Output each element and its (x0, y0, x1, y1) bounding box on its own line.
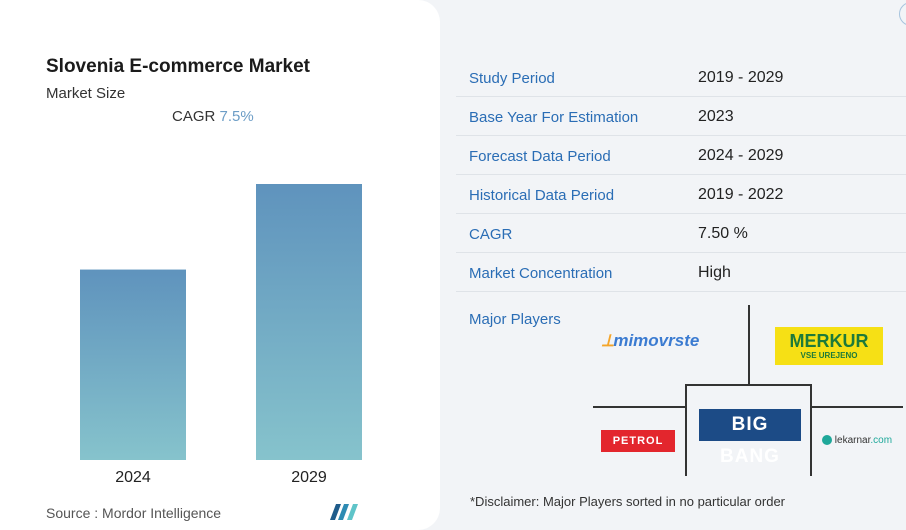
detail-key: Forecast Data Period (469, 148, 611, 165)
chart-title: Slovenia E-commerce Market (46, 56, 311, 77)
detail-row: Market Concentration High (456, 253, 906, 292)
bigbang-logo: BIG BANG (699, 409, 801, 467)
lekarnar-text: lekarnar (834, 435, 871, 446)
detail-key: Historical Data Period (469, 187, 615, 204)
detail-row: Study Period 2019 - 2029 (456, 58, 906, 97)
merkur-logo: MERKUR VSE UREJENO (775, 327, 883, 365)
detail-key: Study Period (469, 70, 555, 87)
connector-line (685, 384, 687, 476)
lekarnar-mark-icon (822, 435, 832, 446)
detail-key: Market Concentration (469, 265, 613, 282)
bar-chart: 2024 2029 (80, 184, 362, 486)
mimovrste-text: mimovrste (613, 331, 700, 350)
detail-key: CAGR (469, 226, 513, 243)
detail-value: High (698, 264, 731, 281)
merkur-text: MERKUR (789, 331, 869, 351)
lekarnar-suffix: .com (870, 435, 893, 446)
cagr-value: 7.5% (219, 108, 254, 125)
detail-key: Base Year For Estimation (469, 109, 639, 126)
lekarnar-logo: lekarnar.com (822, 435, 892, 446)
mimovrste-logo: ⟂mimovrste (602, 331, 699, 351)
x-tick-label: 2024 (115, 469, 151, 486)
cagr-label: CAGR (172, 108, 216, 125)
x-tick-label: 2029 (291, 469, 327, 486)
connector-line (748, 305, 750, 385)
connector-line (811, 406, 903, 408)
bar-2029 (256, 184, 362, 460)
mimovrste-mark-icon: ⟂ (602, 331, 614, 350)
disclaimer: *Disclaimer: Major Players sorted in no … (470, 494, 786, 509)
connector-line (685, 384, 811, 386)
merkur-tagline: VSE UREJENO (800, 351, 858, 360)
detail-value: 2019 - 2022 (698, 186, 784, 203)
bar-2024 (80, 269, 186, 460)
petrol-logo: PETROL (601, 430, 675, 452)
chart-subtitle: Market Size (46, 85, 126, 102)
detail-value: 2019 - 2029 (698, 69, 784, 86)
cagr-annotation: CAGR 7.5% (172, 108, 254, 125)
connector-line (810, 384, 812, 476)
detail-value: 2023 (698, 108, 734, 125)
mordor-logo-icon (330, 504, 358, 520)
source-note: Source : Mordor Intelligence (46, 505, 222, 521)
detail-row: Forecast Data Period 2024 - 2029 (456, 136, 906, 175)
detail-row: Base Year For Estimation 2023 (456, 97, 906, 136)
detail-value: 7.50 % (698, 225, 748, 242)
market-card: Slovenia E-commerce Market Market Size C… (0, 0, 440, 530)
connector-line (593, 406, 685, 408)
major-players-label: Major Players (469, 311, 561, 328)
detail-row: Historical Data Period 2019 - 2022 (456, 175, 906, 214)
detail-value: 2024 - 2029 (698, 147, 784, 164)
help-circle-icon[interactable] (899, 2, 906, 26)
detail-row: CAGR 7.50 % (456, 214, 906, 253)
